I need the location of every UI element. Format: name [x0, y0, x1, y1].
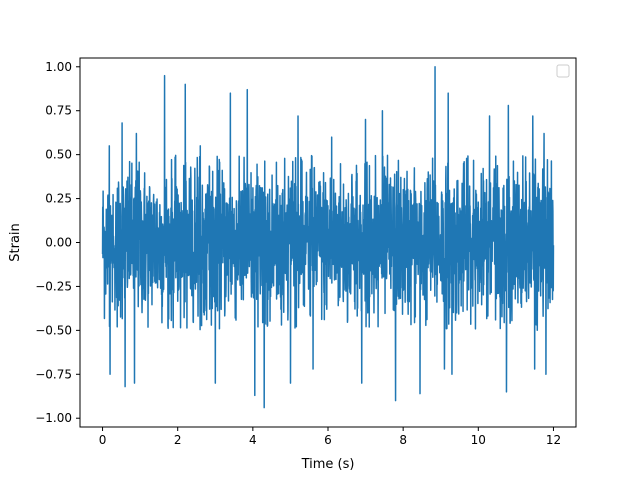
y-axis-label: Strain	[8, 223, 23, 262]
x-tick-label: 12	[546, 433, 561, 447]
x-tick-label: 6	[324, 433, 332, 447]
y-tick-label: 0.75	[45, 104, 72, 118]
x-tick-label: 10	[471, 433, 486, 447]
y-tick-label: 0.25	[45, 192, 72, 206]
y-tick-label: −0.50	[35, 323, 72, 337]
y-tick-label: 0.00	[45, 236, 72, 250]
y-tick-label: −0.75	[35, 367, 72, 381]
strain-series-line	[101, 66, 555, 409]
legend-box[interactable]	[556, 64, 570, 78]
y-axis: −1.00 −0.75 −0.50 −0.25 0.00 0.25 0.50 0.75 1.00	[35, 60, 80, 425]
plot-area	[101, 66, 555, 409]
y-tick-label: −0.25	[35, 279, 72, 293]
y-tick-label: 1.00	[45, 60, 72, 74]
x-tick-label: 2	[174, 433, 182, 447]
x-axis-label: Time (s)	[301, 457, 355, 472]
x-tick-label: 8	[399, 433, 407, 447]
x-axis: 0 2 4 6 8 10 12	[99, 427, 561, 447]
y-tick-label: −1.00	[35, 411, 72, 425]
y-tick-label: 0.50	[45, 148, 72, 162]
x-tick-label: 0	[99, 433, 107, 447]
x-tick-label: 4	[249, 433, 257, 447]
